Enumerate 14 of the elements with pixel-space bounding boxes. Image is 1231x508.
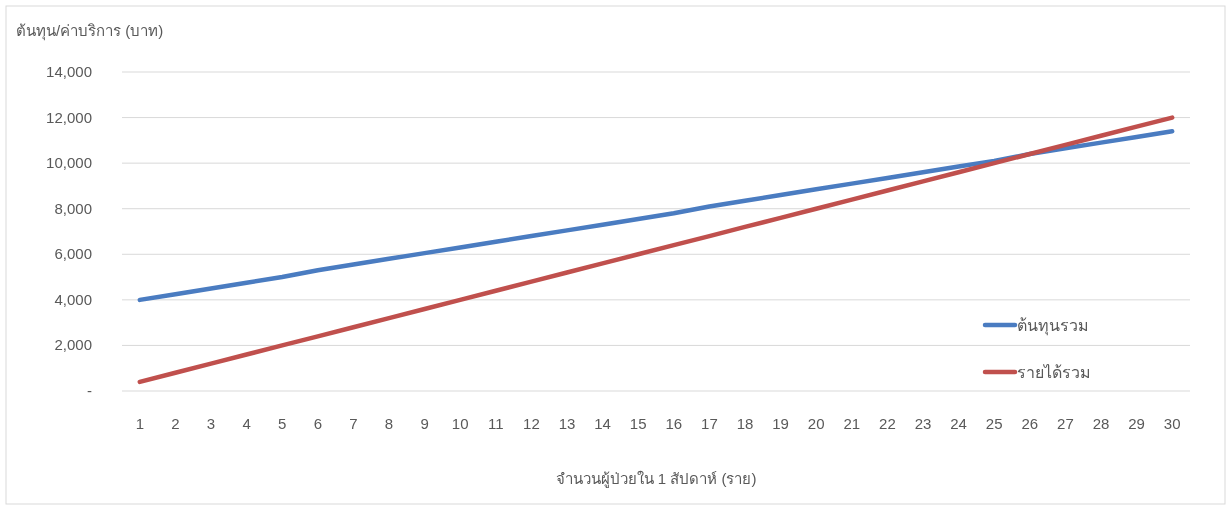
y-tick-label: 10,000 <box>46 154 92 172</box>
line-series <box>137 128 1175 303</box>
y-tick-label: 12,000 <box>46 108 92 126</box>
y-tick-label: 8,000 <box>54 199 92 217</box>
y-tick-label: 4,000 <box>54 290 92 308</box>
y-tick-label: - <box>87 382 92 399</box>
legend-label: รายได้รวม <box>1017 363 1091 381</box>
y-tick-label: 2,000 <box>54 336 92 354</box>
x-axis-title: จำนวนผู้ป่วยใน 1 สัปดาห์ (ราย) <box>555 470 757 488</box>
line-series <box>137 115 1175 385</box>
y-tick-label: 6,000 <box>54 245 92 263</box>
legend-label: ต้นทุนรวม <box>1017 317 1089 336</box>
y-axis-title: ต้นทุน/ค่าบริการ (บาท) <box>16 22 164 41</box>
y-tick-label: 14,000 <box>46 63 92 80</box>
